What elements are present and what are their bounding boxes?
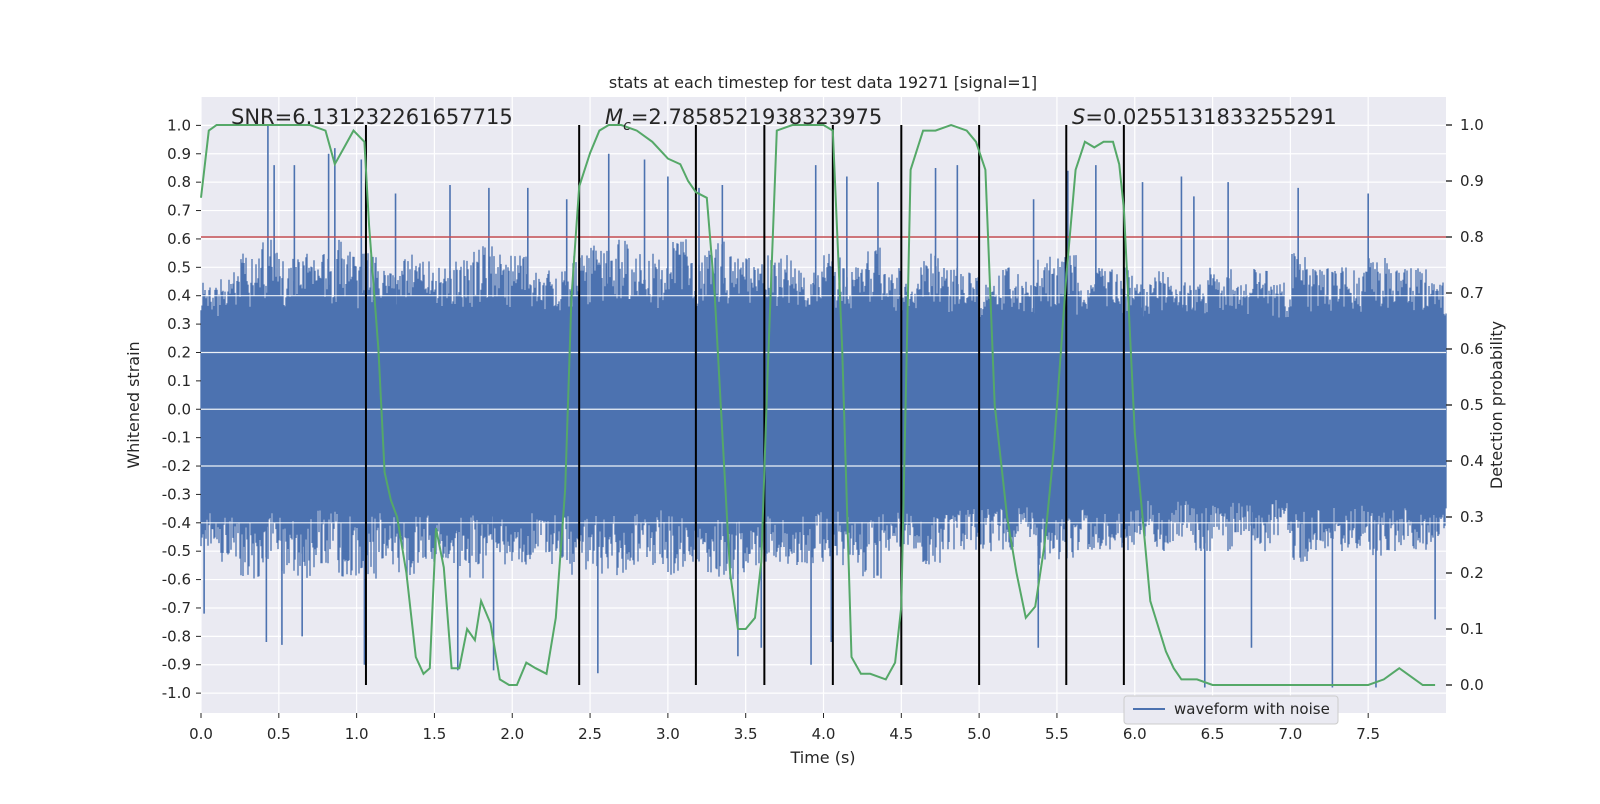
chart-title: stats at each timestep for test data 192… xyxy=(609,73,1037,92)
x-tick-label: 1.0 xyxy=(345,725,369,743)
left-axis-ticks: 1.0 0.9 0.8 0.7 0.6 0.5 0.4 0.3 0.2 0.1 0.0 -0.1 -0.… xyxy=(162,116,201,702)
left-tick-label: 0.6 xyxy=(167,230,191,248)
legend-box xyxy=(1123,695,1339,725)
left-tick-label: -0.9 xyxy=(162,656,191,674)
left-tick-label: -0.6 xyxy=(162,571,191,589)
snr-value: 6.131232261657715 xyxy=(292,105,512,129)
right-tick-label: 0.1 xyxy=(1460,620,1484,638)
left-tick-label: 0.3 xyxy=(167,315,191,333)
left-tick-label: 0.5 xyxy=(167,258,191,276)
x-axis-ticks: 0.0 0.5 1.0 1.5 2.0 2.5 3.0 3.5 4.0 4.5 5.0 5.5 6.0 6… xyxy=(189,713,1380,743)
vertical-markers xyxy=(364,125,1125,685)
x-tick-label: 7.5 xyxy=(1356,725,1380,743)
s-value: =0.0255131833255291 xyxy=(1085,105,1336,129)
left-tick-label: -0.5 xyxy=(162,542,191,560)
left-tick-label: -0.3 xyxy=(162,485,191,503)
x-tick-label: 0.0 xyxy=(189,725,213,743)
right-tick-label: 0.7 xyxy=(1460,284,1484,302)
right-tick-label: 0.6 xyxy=(1460,340,1484,358)
left-tick-label: -0.2 xyxy=(162,457,191,475)
x-tick-label: 0.5 xyxy=(267,725,291,743)
left-tick-label: 0.1 xyxy=(167,372,191,390)
mc-subscript: c xyxy=(623,118,631,134)
x-tick-label: 3.0 xyxy=(656,725,680,743)
snr-annotation: SNR=6.131232261657715 xyxy=(231,105,513,129)
left-tick-label: -0.7 xyxy=(162,599,191,617)
legend-label-waveform: waveform with noise xyxy=(1174,700,1330,718)
left-tick-label: -0.8 xyxy=(162,627,191,645)
x-tick-label: 3.5 xyxy=(734,725,758,743)
waveform-series xyxy=(200,125,1447,688)
x-tick-label: 4.5 xyxy=(889,725,913,743)
right-tick-label: 1.0 xyxy=(1460,116,1484,134)
right-tick-label: 0.9 xyxy=(1460,172,1484,190)
x-tick-label: 2.5 xyxy=(578,725,602,743)
left-tick-label: 0.4 xyxy=(167,287,191,305)
x-tick-label: 2.0 xyxy=(500,725,524,743)
x-tick-label: 1.5 xyxy=(423,725,447,743)
left-axis-label: Whitened strain xyxy=(124,341,143,468)
right-tick-label: 0.5 xyxy=(1460,396,1484,414)
right-tick-label: 0.4 xyxy=(1460,452,1484,470)
x-tick-label: 6.0 xyxy=(1123,725,1147,743)
left-tick-label: 0.0 xyxy=(167,400,191,418)
mc-value: =2.7858521938323975 xyxy=(631,105,882,129)
right-tick-label: 0.3 xyxy=(1460,508,1484,526)
left-tick-label: 0.2 xyxy=(167,343,191,361)
spin-annotation: S=0.0255131833255291 xyxy=(1072,105,1337,129)
snr-label: SNR= xyxy=(231,105,292,129)
chirp-mass-annotation: Mc=2.7858521938323975 xyxy=(605,105,882,134)
x-tick-label: 5.5 xyxy=(1045,725,1069,743)
right-axis-label: Detection probability xyxy=(1487,321,1506,489)
left-tick-label: 0.7 xyxy=(167,202,191,220)
right-tick-label: 0.8 xyxy=(1460,228,1484,246)
mc-symbol: M xyxy=(605,105,623,129)
x-tick-label: 7.0 xyxy=(1278,725,1302,743)
x-tick-label: 6.5 xyxy=(1201,725,1225,743)
right-tick-label: 0.2 xyxy=(1460,564,1484,582)
left-tick-label: -0.4 xyxy=(162,514,191,532)
legend: waveform with noise xyxy=(1123,695,1339,725)
x-tick-label: 5.0 xyxy=(967,725,991,743)
x-axis-label: Time (s) xyxy=(789,748,855,767)
left-tick-label: -1.0 xyxy=(162,684,191,702)
probability-line xyxy=(200,123,1436,686)
left-tick-label: 1.0 xyxy=(167,116,191,134)
x-tick-label: 4.0 xyxy=(812,725,836,743)
left-tick-label: 0.9 xyxy=(167,145,191,163)
left-tick-label: 0.8 xyxy=(167,173,191,191)
right-tick-label: 0.0 xyxy=(1460,676,1484,694)
left-tick-label: -0.1 xyxy=(162,429,191,447)
right-axis-ticks: 1.0 0.9 0.8 0.7 0.6 0.5 0.4 0.3 0.2 0.1 0.0 xyxy=(1446,116,1484,694)
s-symbol: S xyxy=(1072,105,1085,129)
